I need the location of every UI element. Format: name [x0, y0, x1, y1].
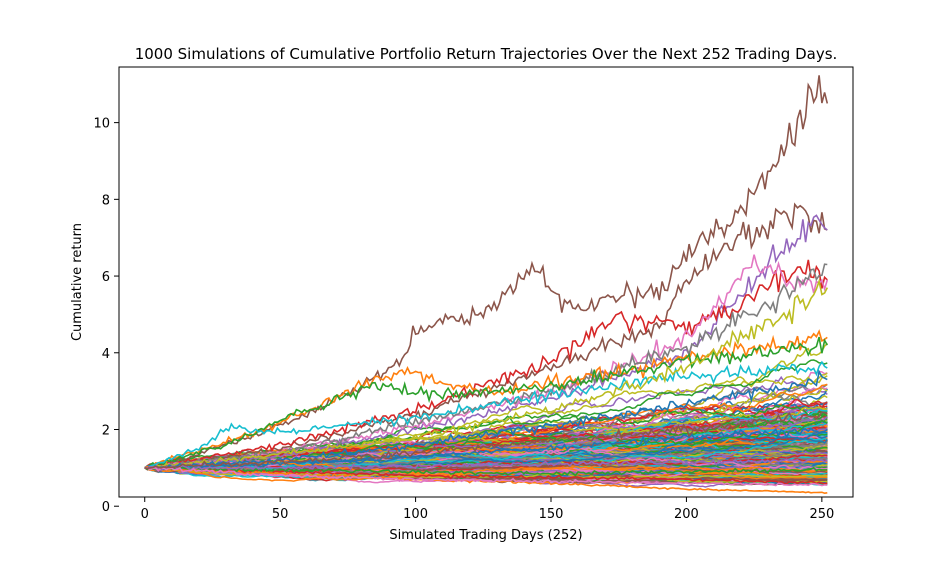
chart-title: 1000 Simulations of Cumulative Portfolio… [135, 45, 838, 63]
y-tick-label: 0 [102, 500, 110, 515]
simulation-line-highlight-9 [144, 278, 829, 469]
y-axis-label: Cumulative return [70, 223, 85, 341]
simulation-line [144, 437, 828, 471]
simulation-line-highlight-14 [144, 465, 828, 477]
x-tick-label: 150 [539, 507, 564, 522]
simulation-line-highlight-16 [144, 466, 828, 487]
simulation-line-highlight-7 [144, 336, 828, 469]
x-axis-label: Simulated Trading Days (252) [389, 528, 582, 543]
x-tick-label: 50 [272, 507, 289, 522]
plot-frame [118, 66, 854, 498]
x-tick-label: 100 [403, 507, 428, 522]
x-tick-label: 250 [809, 507, 834, 522]
y-tick-label: 4 [102, 347, 110, 362]
simulation-line-highlight-0 [144, 75, 829, 469]
x-axis: 0 50 100 150 200 250 [141, 497, 834, 522]
simulation-line-highlight-5 [144, 263, 828, 470]
y-axis: 0 2 4 6 8 10 [93, 117, 119, 515]
x-tick-label: 0 [141, 507, 149, 522]
x-tick-label: 200 [674, 507, 699, 522]
simulation-line-highlight-17 [144, 411, 828, 470]
simulation-line [144, 437, 828, 470]
simulation-line-highlight-1 [144, 202, 828, 471]
y-tick-label: 6 [102, 270, 110, 285]
simulation-line-highlight-13 [144, 465, 828, 495]
simulation-line-highlight-3 [144, 259, 828, 469]
simulation-line [144, 447, 828, 471]
simulation-line-highlight-10 [144, 369, 828, 469]
simulation-line-highlight-15 [144, 458, 828, 472]
simulation-line [144, 463, 828, 482]
y-tick-label: 2 [102, 423, 110, 438]
simulation-lines [144, 75, 829, 495]
y-tick-label: 10 [93, 117, 110, 132]
y-tick-label: 8 [102, 193, 110, 208]
simulation-line-highlight-8 [144, 360, 828, 469]
